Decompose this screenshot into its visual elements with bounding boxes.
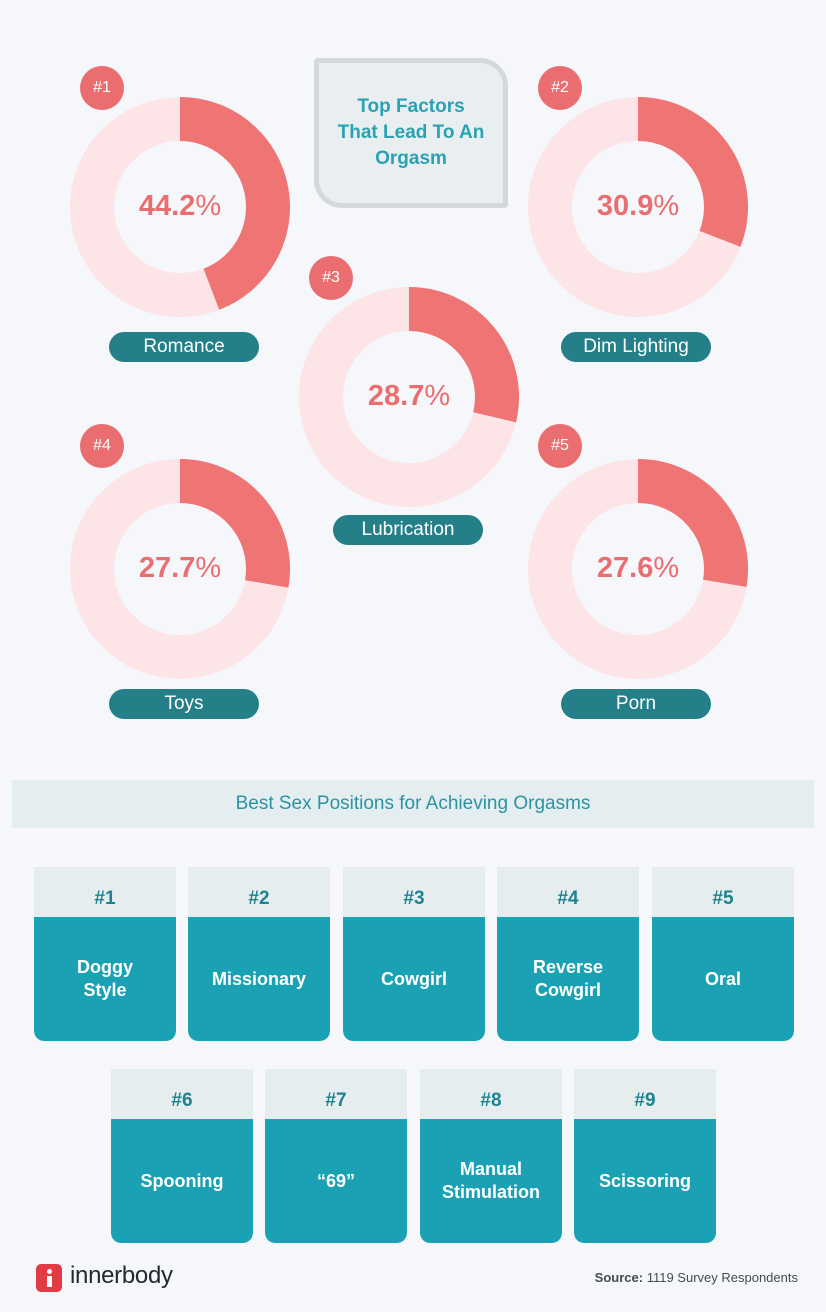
position-card: #9 Scissoring (574, 1069, 716, 1243)
donut-slice-romance (179, 97, 290, 310)
factor-label: Toys (109, 689, 259, 719)
donut-svg (299, 287, 519, 507)
percent-symbol: % (653, 190, 680, 222)
factor-label: Dim Lighting (561, 332, 711, 362)
percent-symbol: % (195, 190, 222, 222)
position-name: Scissoring (574, 1119, 716, 1243)
chart-title-box: Top Factors That Lead To An Orgasm (314, 58, 508, 208)
factor-label: Porn (561, 689, 711, 719)
source-note: Source: 1119 Survey Respondents (595, 1270, 798, 1285)
donut-slice-porn (637, 459, 748, 587)
position-card: #1 Doggy Style (34, 867, 176, 1041)
donut-svg (70, 459, 290, 679)
donut-svg (528, 97, 748, 317)
position-card: #4 Reverse Cowgirl (497, 867, 639, 1041)
position-card: #8 Manual Stimulation (420, 1069, 562, 1243)
donut-svg (528, 459, 748, 679)
donut-slice-dim-lighting (637, 97, 748, 247)
donut-svg (70, 97, 290, 317)
percent-value: 27.6 (596, 552, 654, 584)
position-rank: #2 (188, 867, 330, 917)
position-name: Missionary (188, 917, 330, 1041)
donut-toys: 27.7% (70, 459, 290, 679)
percent-label: 44.2% (70, 189, 290, 223)
position-card: #3 Cowgirl (343, 867, 485, 1041)
source-text: 1119 Survey Respondents (646, 1270, 798, 1285)
position-rank: #3 (343, 867, 485, 917)
position-card: #5 Oral (652, 867, 794, 1041)
position-card: #7 “69” (265, 1069, 407, 1243)
position-card: #6 Spooning (111, 1069, 253, 1243)
position-name: “69” (265, 1119, 407, 1243)
percent-value: 27.7 (138, 552, 196, 584)
position-name: Manual Stimulation (420, 1119, 562, 1243)
donut-dim-lighting: 30.9% (528, 97, 748, 317)
rank-badge: #4 (80, 424, 124, 468)
position-rank: #8 (420, 1069, 562, 1119)
position-rank: #1 (34, 867, 176, 917)
position-name: Cowgirl (343, 917, 485, 1041)
rank-badge: #3 (309, 256, 353, 300)
donut-slice-lubrication (408, 287, 519, 423)
position-rank: #6 (111, 1069, 253, 1119)
donut-lubrication: 28.7% (299, 287, 519, 507)
position-name: Oral (652, 917, 794, 1041)
positions-heading: Best Sex Positions for Achieving Orgasms (12, 780, 814, 828)
position-rank: #5 (652, 867, 794, 917)
chart-title: Top Factors That Lead To An Orgasm (337, 96, 485, 169)
position-rank: #9 (574, 1069, 716, 1119)
percent-label: 27.6% (528, 551, 748, 585)
percent-label: 30.9% (528, 189, 748, 223)
percent-value: 30.9 (596, 190, 654, 222)
percent-symbol: % (424, 380, 451, 412)
percent-label: 28.7% (299, 379, 519, 413)
percent-symbol: % (653, 552, 680, 584)
donut-romance: 44.2% (70, 97, 290, 317)
position-rank: #7 (265, 1069, 407, 1119)
factor-label: Romance (109, 332, 259, 362)
rank-badge: #1 (80, 66, 124, 110)
position-name: Reverse Cowgirl (497, 917, 639, 1041)
info-i-icon (36, 1264, 62, 1292)
rank-badge: #5 (538, 424, 582, 468)
position-card: #2 Missionary (188, 867, 330, 1041)
position-rank: #4 (497, 867, 639, 917)
percent-value: 28.7 (367, 380, 425, 412)
brand-logo-text: innerbody (70, 1262, 173, 1289)
percent-symbol: % (195, 552, 222, 584)
donut-porn: 27.6% (528, 459, 748, 679)
percent-label: 27.7% (70, 551, 290, 585)
factor-label: Lubrication (333, 515, 483, 545)
rank-badge: #2 (538, 66, 582, 110)
percent-value: 44.2 (138, 190, 196, 222)
donut-slice-toys (179, 459, 290, 588)
position-name: Doggy Style (34, 917, 176, 1041)
source-label: Source: (594, 1270, 644, 1285)
position-name: Spooning (111, 1119, 253, 1243)
